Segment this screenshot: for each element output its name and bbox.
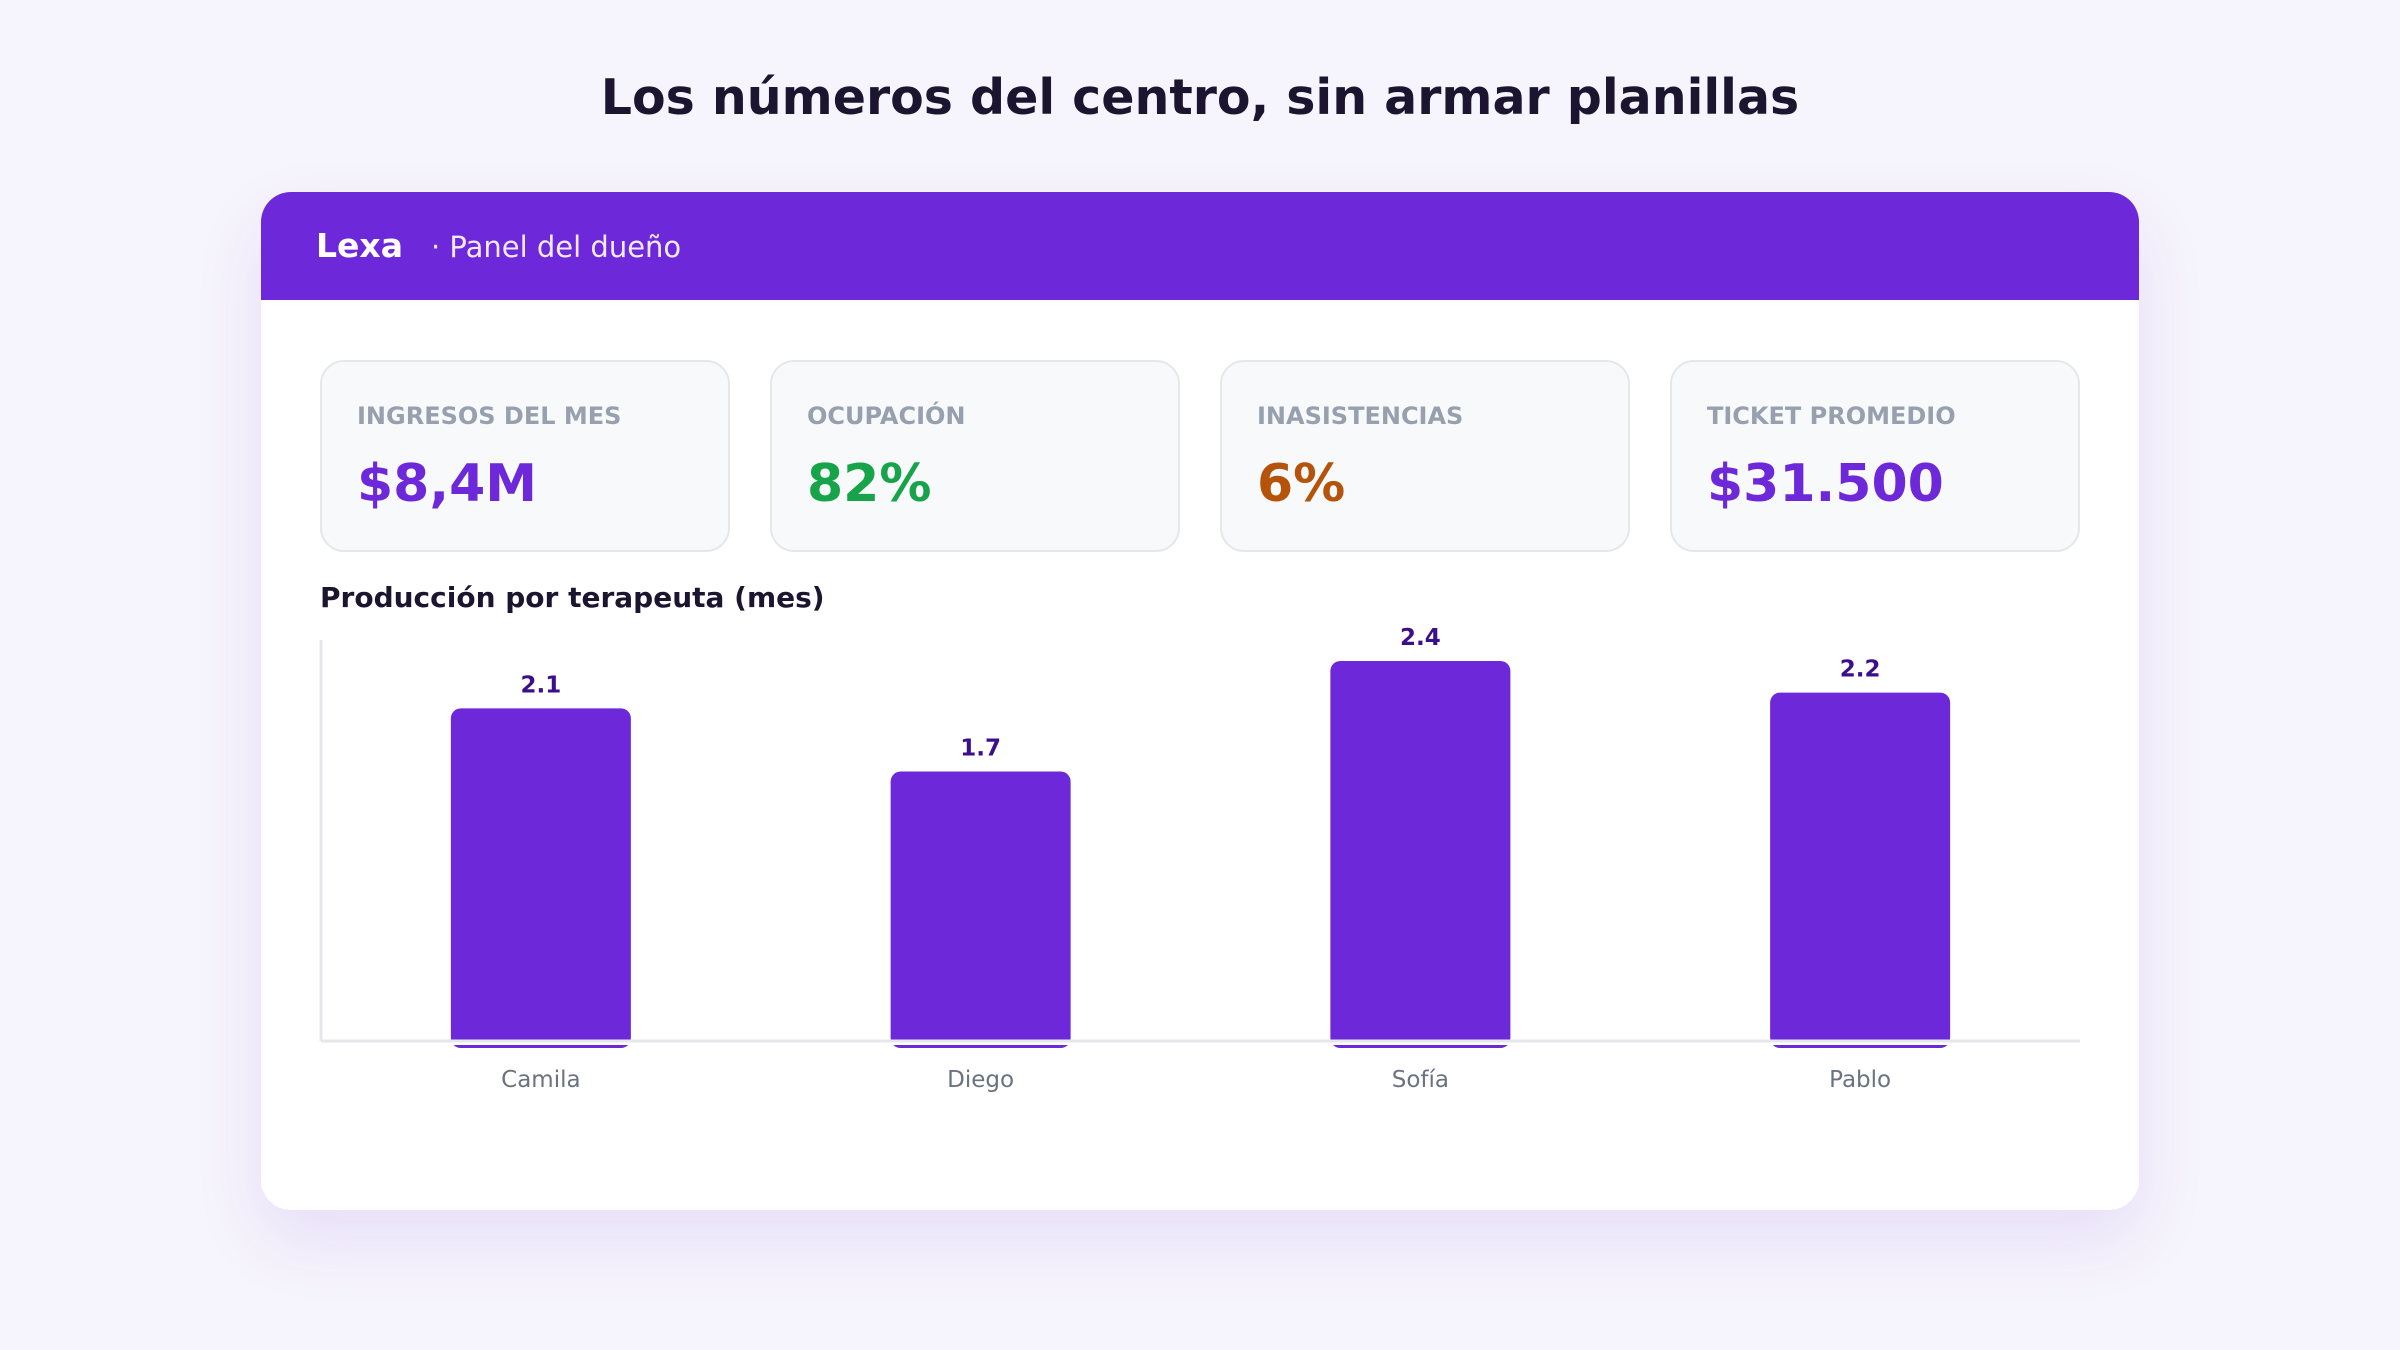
owner-dashboard-panel: Lexa · Panel del dueño INGRESOS DEL MES … bbox=[261, 192, 2139, 1210]
page-headline: Los números del centro, sin armar planil… bbox=[600, 69, 1800, 126]
chart-title: Producción por terapeuta (mes) bbox=[320, 581, 825, 614]
x-tick-label: Diego bbox=[947, 1067, 1014, 1093]
production-bar-chart: 2.1 Camila 1.7 Diego 2.4 Sofía 2.2 Pablo bbox=[319, 625, 2080, 1093]
bar-value-label: 2.1 bbox=[521, 672, 562, 698]
brand-logo[interactable]: Lexa bbox=[316, 226, 403, 265]
kpi-value: 6% bbox=[1257, 454, 1346, 514]
kpi-card-inasistencias[interactable]: INASISTENCIAS 6% bbox=[1220, 360, 1630, 552]
bar-value-label: 1.7 bbox=[960, 736, 1001, 762]
kpi-card-ingresos[interactable]: INGRESOS DEL MES $8,4M bbox=[320, 360, 730, 552]
kpi-value: $8,4M bbox=[357, 454, 538, 514]
bar-value-label: 2.4 bbox=[1400, 625, 1441, 651]
bar[interactable] bbox=[1330, 661, 1511, 1048]
bar[interactable] bbox=[890, 771, 1071, 1048]
panel-header: Lexa · Panel del dueño bbox=[261, 192, 2139, 300]
x-tick-label: Pablo bbox=[1829, 1067, 1891, 1093]
kpi-value: 82% bbox=[807, 454, 932, 514]
kpi-card-ticket-promedio[interactable]: TICKET PROMEDIO $31.500 bbox=[1670, 360, 2080, 552]
kpi-label: TICKET PROMEDIO bbox=[1707, 402, 1956, 430]
kpi-label: OCUPACIÓN bbox=[807, 402, 966, 430]
kpi-label: INASISTENCIAS bbox=[1257, 402, 1464, 430]
x-tick-label: Sofía bbox=[1392, 1067, 1449, 1093]
panel-subtitle: · Panel del dueño bbox=[431, 230, 682, 264]
kpi-value: $31.500 bbox=[1707, 454, 1944, 514]
x-tick-label: Camila bbox=[501, 1067, 580, 1093]
bar[interactable] bbox=[450, 708, 631, 1048]
bar[interactable] bbox=[1770, 692, 1951, 1048]
kpi-label: INGRESOS DEL MES bbox=[357, 402, 622, 430]
bar-value-label: 2.2 bbox=[1840, 657, 1881, 683]
kpi-card-ocupacion[interactable]: OCUPACIÓN 82% bbox=[770, 360, 1180, 552]
